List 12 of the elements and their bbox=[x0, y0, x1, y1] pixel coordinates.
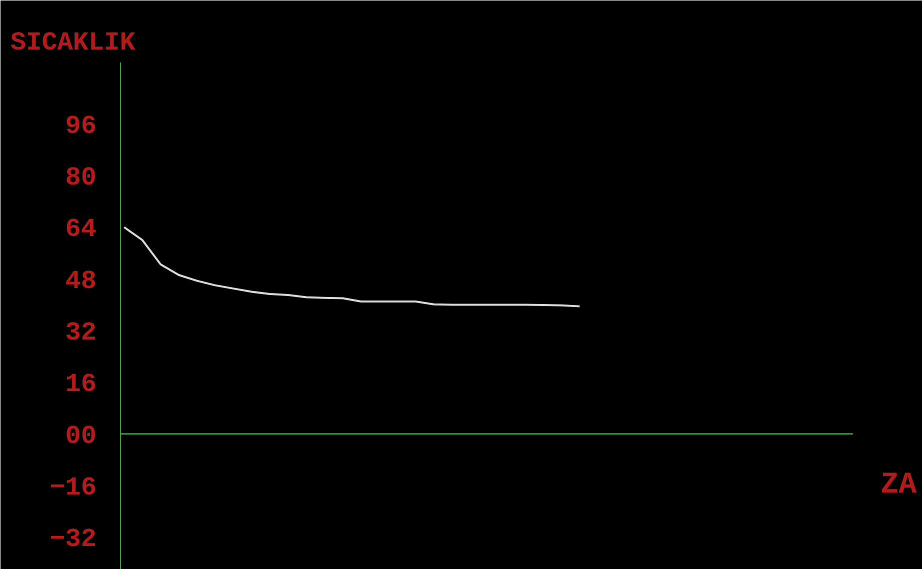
y-tick-label: −32 bbox=[50, 524, 97, 554]
y-tick-label: 80 bbox=[65, 162, 97, 193]
y-tick-label: 96 bbox=[65, 110, 97, 141]
y-tick-label: 32 bbox=[65, 318, 97, 348]
y-axis-title: SICAKLIK bbox=[10, 28, 136, 58]
y-tick-label: 64 bbox=[65, 214, 97, 244]
y-tick-label: 16 bbox=[65, 369, 97, 400]
y-tick-label: 48 bbox=[65, 266, 97, 296]
y-tick-label: −16 bbox=[50, 472, 97, 503]
x-axis-title: ZA bbox=[880, 468, 917, 503]
y-tick-label: 00 bbox=[65, 420, 97, 451]
line-series bbox=[123, 226, 581, 308]
